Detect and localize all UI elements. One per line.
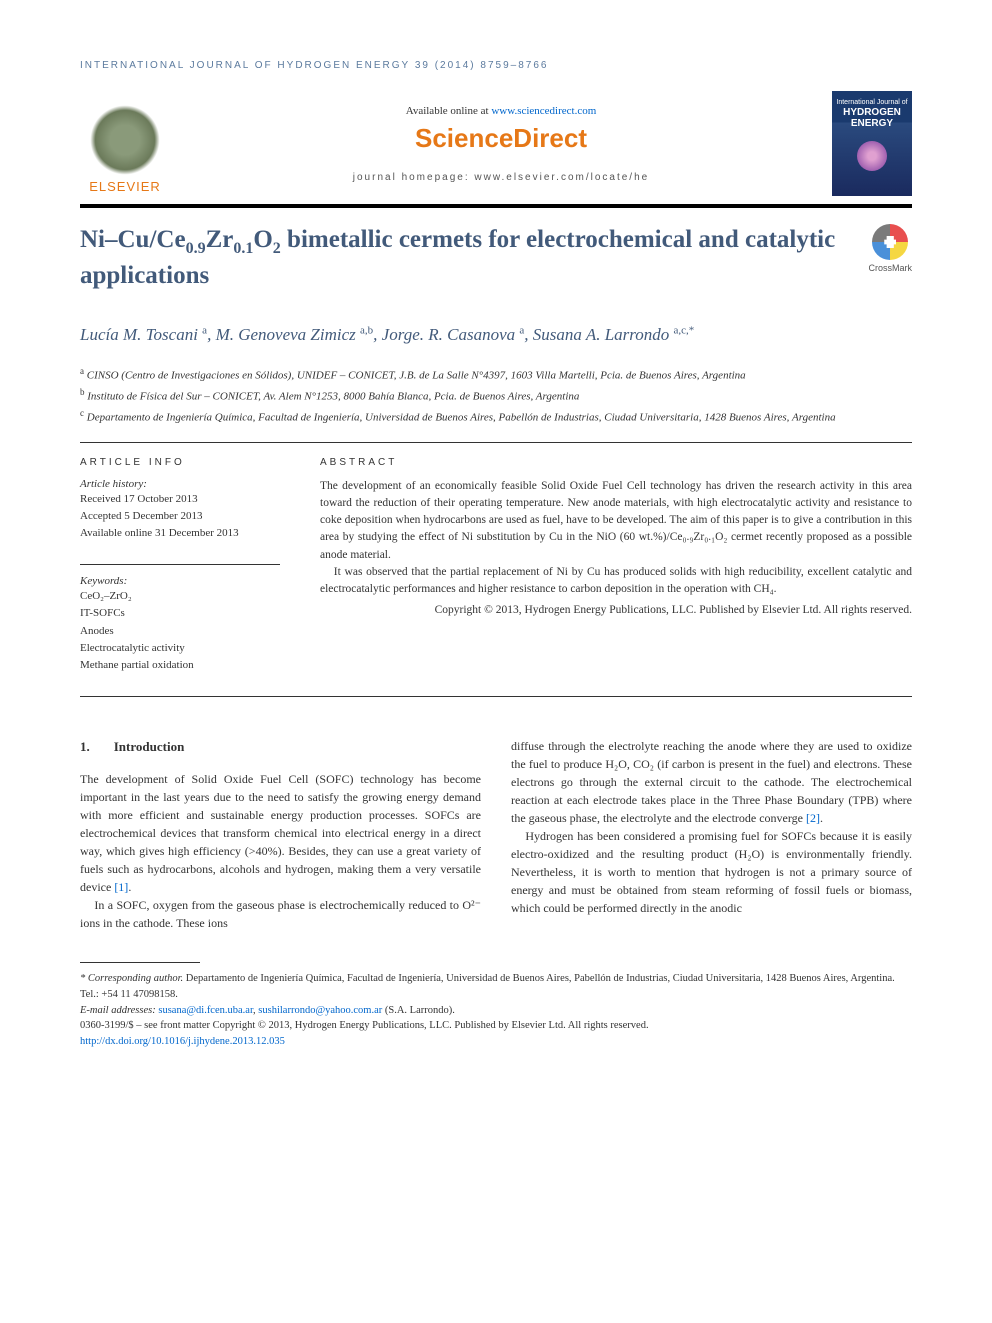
affiliations: a CINSO (Centro de Investigaciones en Só… bbox=[80, 364, 912, 428]
cover-title2: ENERGY bbox=[851, 118, 893, 129]
article-info: ARTICLE INFO Article history: Received 1… bbox=[80, 457, 280, 676]
ref-link-2[interactable]: [2] bbox=[806, 811, 820, 825]
email-line: E-mail addresses: susana@di.fcen.uba.ar,… bbox=[80, 1003, 912, 1019]
available-prefix: Available online at bbox=[406, 105, 492, 117]
body-col-right: diffuse through the electrolyte reaching… bbox=[511, 737, 912, 933]
elsevier-tree-icon bbox=[90, 105, 160, 175]
corr-text: Departamento de Ingeniería Química, Facu… bbox=[80, 973, 895, 1000]
article-info-heading: ARTICLE INFO bbox=[80, 457, 280, 468]
body-p1-end: . bbox=[128, 880, 131, 894]
section-title: Introduction bbox=[114, 737, 185, 757]
crossmark-label: CrossMark bbox=[868, 263, 912, 273]
elsevier-logo[interactable]: ELSEVIER bbox=[80, 94, 170, 194]
keyword: IT-SOFCs bbox=[80, 606, 280, 621]
body-p3-text: diffuse through the electrolyte reaching… bbox=[511, 739, 912, 825]
keywords-label: Keywords: bbox=[80, 575, 280, 587]
online-date: Available online 31 December 2013 bbox=[80, 526, 280, 541]
abstract: ABSTRACT The development of an economica… bbox=[320, 457, 912, 676]
divider bbox=[80, 564, 280, 565]
authors: Lucía M. Toscani a, M. Genoveva Zimicz a… bbox=[80, 322, 912, 348]
history-label: Article history: bbox=[80, 478, 280, 490]
corr-label: * Corresponding author. bbox=[80, 973, 183, 984]
body-p2: In a SOFC, oxygen from the gaseous phase… bbox=[80, 896, 481, 932]
journal-homepage: journal homepage: www.elsevier.com/locat… bbox=[170, 172, 832, 183]
email-suffix: (S.A. Larrondo). bbox=[382, 1005, 455, 1016]
journal-reference: INTERNATIONAL JOURNAL OF HYDROGEN ENERGY… bbox=[80, 60, 912, 71]
issn-line: 0360-3199/$ – see front matter Copyright… bbox=[80, 1018, 912, 1034]
divider bbox=[80, 696, 912, 697]
center-header: Available online at www.sciencedirect.co… bbox=[170, 105, 832, 183]
divider-bar bbox=[80, 204, 912, 208]
keyword: Anodes bbox=[80, 624, 280, 639]
section-number: 1. bbox=[80, 737, 90, 757]
sciencedirect-logo[interactable]: ScienceDirect bbox=[170, 123, 832, 154]
article-title: Ni–Cu/Ce0.9Zr0.1O2 bimetallic cermets fo… bbox=[80, 224, 848, 292]
cover-graphic bbox=[857, 141, 887, 171]
accepted-date: Accepted 5 December 2013 bbox=[80, 509, 280, 524]
publisher-header: ELSEVIER Available online at www.science… bbox=[80, 91, 912, 196]
journal-cover[interactable]: International Journal of HYDROGEN ENERGY bbox=[832, 91, 912, 196]
body-columns: 1. Introduction The development of Solid… bbox=[80, 737, 912, 933]
body-p4: Hydrogen has been considered a promising… bbox=[511, 827, 912, 917]
affiliation-a: a CINSO (Centro de Investigaciones en Só… bbox=[80, 364, 912, 385]
section-heading: 1. Introduction bbox=[80, 737, 481, 757]
corresponding-author: * Corresponding author. Departamento de … bbox=[80, 971, 912, 1003]
title-row: Ni–Cu/Ce0.9Zr0.1O2 bimetallic cermets fo… bbox=[80, 224, 912, 292]
abstract-text: The development of an economically feasi… bbox=[320, 478, 912, 599]
email-link-1[interactable]: susana@di.fcen.uba.ar bbox=[158, 1005, 253, 1016]
received-date: Received 17 October 2013 bbox=[80, 492, 280, 507]
affiliation-b: b Instituto de Física del Sur – CONICET,… bbox=[80, 385, 912, 406]
footer: * Corresponding author. Departamento de … bbox=[80, 971, 912, 1050]
available-online: Available online at www.sciencedirect.co… bbox=[170, 105, 832, 117]
cover-title1: HYDROGEN bbox=[843, 107, 901, 118]
ref-link-1[interactable]: [1] bbox=[114, 880, 128, 894]
crossmark-badge[interactable]: CrossMark bbox=[868, 224, 912, 273]
doi-link[interactable]: http://dx.doi.org/10.1016/j.ijhydene.201… bbox=[80, 1036, 285, 1047]
body-p1-text: The development of Solid Oxide Fuel Cell… bbox=[80, 772, 481, 894]
abstract-copyright: Copyright © 2013, Hydrogen Energy Public… bbox=[320, 602, 912, 619]
keyword: Electrocatalytic activity bbox=[80, 641, 280, 656]
keyword: Methane partial oxidation bbox=[80, 658, 280, 673]
body-p3: diffuse through the electrolyte reaching… bbox=[511, 737, 912, 827]
footer-divider bbox=[80, 962, 200, 963]
crossmark-icon bbox=[872, 224, 908, 260]
sciencedirect-link[interactable]: www.sciencedirect.com bbox=[491, 105, 596, 117]
info-abstract-row: ARTICLE INFO Article history: Received 1… bbox=[80, 457, 912, 676]
cover-subtitle: International Journal of bbox=[836, 99, 907, 107]
abstract-p1: The development of an economically feasi… bbox=[320, 478, 912, 564]
elsevier-label: ELSEVIER bbox=[89, 179, 161, 194]
email-label: E-mail addresses: bbox=[80, 1005, 158, 1016]
affiliation-c: c Departamento de Ingeniería Química, Fa… bbox=[80, 406, 912, 427]
body-col-left: 1. Introduction The development of Solid… bbox=[80, 737, 481, 933]
abstract-heading: ABSTRACT bbox=[320, 457, 912, 468]
body-p1: The development of Solid Oxide Fuel Cell… bbox=[80, 770, 481, 896]
abstract-p2: It was observed that the partial replace… bbox=[320, 564, 912, 599]
keyword: CeO₂–ZrO₂ bbox=[80, 589, 280, 604]
divider bbox=[80, 442, 912, 443]
body-p3-end: . bbox=[820, 811, 823, 825]
email-link-2[interactable]: sushilarrondo@yahoo.com.ar bbox=[258, 1005, 382, 1016]
